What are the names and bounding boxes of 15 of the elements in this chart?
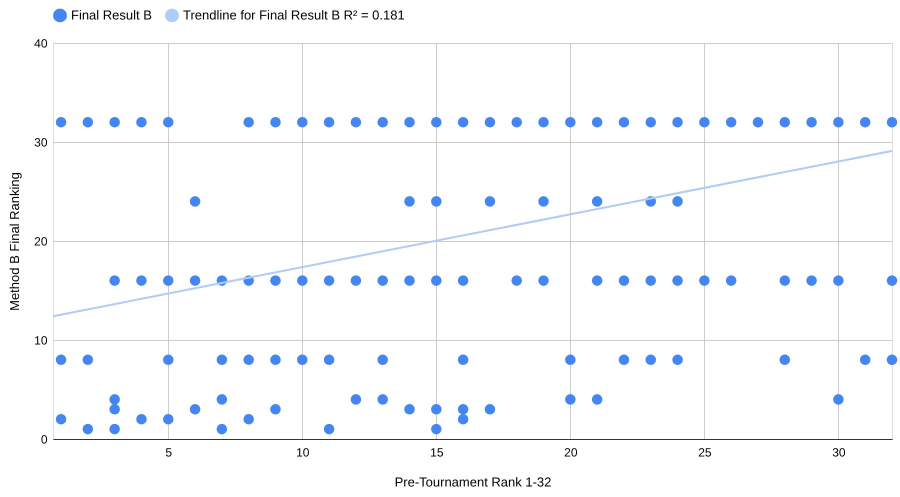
y-tick-label: 30 (34, 136, 48, 150)
legend-label: Final Result B (71, 7, 152, 22)
y-tick-label: 10 (34, 334, 48, 348)
y-tick-label: 40 (34, 36, 48, 50)
x-tick-label: 15 (430, 446, 444, 460)
y-axis-title: Method B Final Ranking (7, 172, 22, 311)
y-tick-label: 0 (40, 432, 48, 446)
x-tick-label: 10 (296, 446, 310, 460)
x-tick-label: 20 (564, 446, 578, 460)
x-tick-label: 5 (165, 446, 172, 460)
x-tick-label: 25 (698, 446, 712, 460)
x-tick-label: 30 (832, 446, 846, 460)
y-tick-label: 20 (34, 234, 48, 248)
x-axis-title: Pre-Tournament Rank 1-32 (394, 474, 552, 490)
legend-label: Trendline for Final Result B R² = 0.181 (183, 7, 405, 22)
